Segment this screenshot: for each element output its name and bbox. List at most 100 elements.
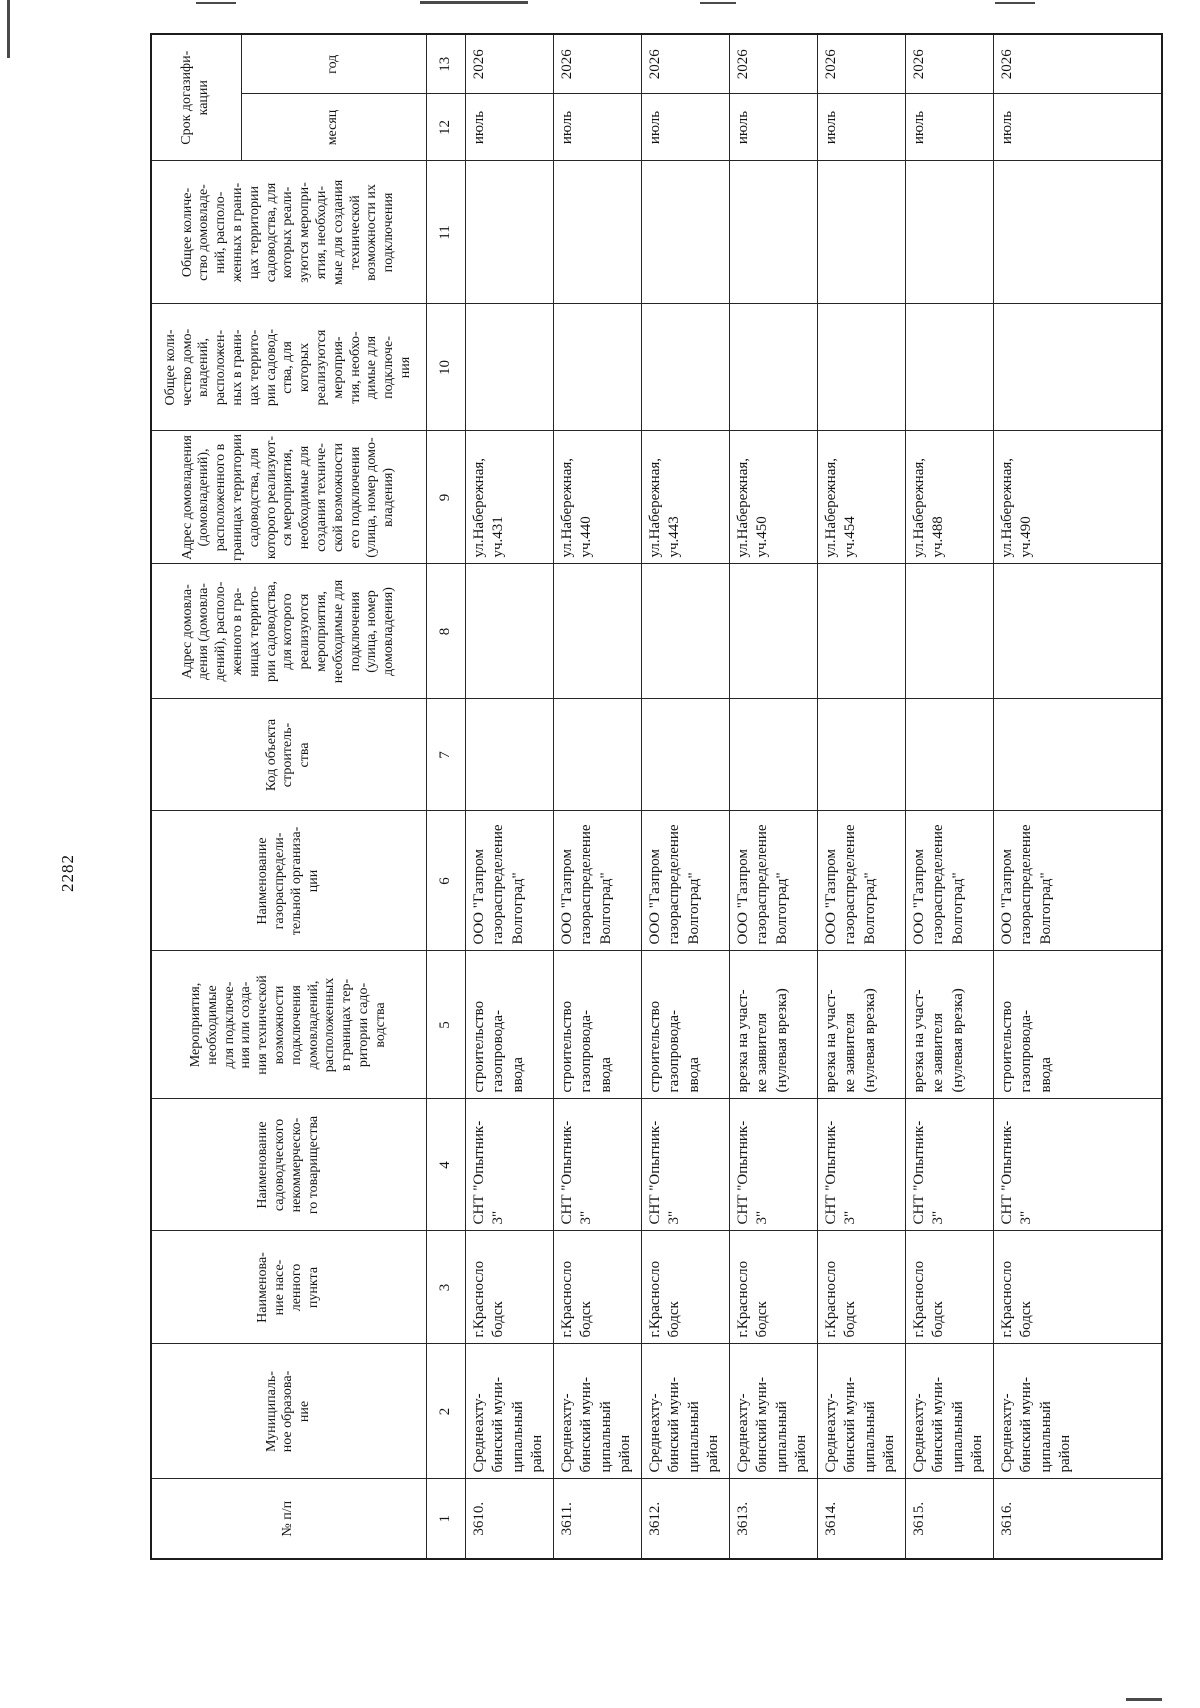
cell-row-number: 3613.	[729, 1479, 817, 1559]
col-header-object-code: Код объекта строитель- ства	[151, 699, 426, 811]
cell-measure: строительство газопровода- ввода	[465, 951, 553, 1099]
col-header-year: год	[241, 34, 426, 94]
table-row: 3613. Среднеахту- бинский муни- ципальный…	[729, 34, 817, 1559]
cell-count-tech-possibility	[905, 161, 993, 304]
column-number: 13	[426, 34, 465, 94]
cell-term-month: июль	[553, 94, 641, 161]
column-numbering-row: 1 2 3 4 5 6 7 8 9 10 11 12 13	[426, 34, 465, 1559]
cell-settlement: г.Красносло бодск	[465, 1231, 553, 1344]
column-number: 12	[426, 94, 465, 161]
col-header-month: месяц	[241, 94, 426, 161]
col-header-address-connection: Адрес домовла- дения (домовла- дений), р…	[151, 564, 426, 699]
cell-term-month: июль	[465, 94, 553, 161]
cell-address-tech-possibility: ул.Набережная, уч.431	[465, 431, 553, 564]
col-header-settlement: Наименова- ние насе- ленного пункта	[151, 1231, 426, 1344]
cell-gro-name: ООО "Газпром газораспределение Волгоград…	[993, 811, 1162, 951]
col-header-municipality: Муниципаль- ное образова- ние	[151, 1344, 426, 1479]
cell-snt-name: СНТ "Опытник- 3"	[465, 1099, 553, 1231]
table-row: 3611. Среднеахту- бинский муни- ципальный…	[553, 34, 641, 1559]
cell-municipality: Среднеахту- бинский муни- ципальный райо…	[905, 1344, 993, 1479]
cell-term-year: 2026	[905, 34, 993, 94]
cell-count-connection	[465, 304, 553, 431]
cell-settlement: г.Красносло бодск	[817, 1231, 905, 1344]
cell-count-tech-possibility	[641, 161, 729, 304]
cell-gro-name: ООО "Газпром газораспределение Волгоград…	[729, 811, 817, 951]
column-number: 10	[426, 304, 465, 431]
col-header-count-connection: Общее коли- чество домо- владений, распо…	[151, 304, 426, 431]
cell-count-connection	[553, 304, 641, 431]
cell-gro-name: ООО "Газпром газораспределение Волгоград…	[553, 811, 641, 951]
cell-snt-name: СНТ "Опытник- 3"	[993, 1099, 1162, 1231]
cell-count-tech-possibility	[465, 161, 553, 304]
cell-snt-name: СНТ "Опытник- 3"	[905, 1099, 993, 1231]
cell-address-connection	[817, 564, 905, 699]
cell-object-code	[817, 699, 905, 811]
cell-row-number: 3615.	[905, 1479, 993, 1559]
cell-address-tech-possibility: ул.Набережная, уч.490	[993, 431, 1162, 564]
cell-measure: строительство газопровода- ввода	[641, 951, 729, 1099]
cell-address-connection	[905, 564, 993, 699]
cell-measure: строительство газопровода- ввода	[993, 951, 1162, 1099]
column-number: 11	[426, 161, 465, 304]
cell-address-connection	[729, 564, 817, 699]
cell-measure: врезка на участ- ке заявителя (нулевая в…	[905, 951, 993, 1099]
cell-term-month: июль	[641, 94, 729, 161]
cell-municipality: Среднеахту- бинский муни- ципальный райо…	[993, 1344, 1162, 1479]
column-number: 1	[426, 1479, 465, 1559]
cell-term-year: 2026	[641, 34, 729, 94]
cell-object-code	[905, 699, 993, 811]
cell-gro-name: ООО "Газпром газораспределение Волгоград…	[465, 811, 553, 951]
cell-settlement: г.Красносло бодск	[641, 1231, 729, 1344]
cell-term-month: июль	[817, 94, 905, 161]
table-row: 3614. Среднеахту- бинский муни- ципальный…	[817, 34, 905, 1559]
cell-snt-name: СНТ "Опытник- 3"	[553, 1099, 641, 1231]
cell-address-tech-possibility: ул.Набережная, уч.450	[729, 431, 817, 564]
col-header-gro-name: Наименование газораспредели- тельной орг…	[151, 811, 426, 951]
scan-artifact	[995, 2, 1035, 4]
cell-measure: врезка на участ- ке заявителя (нулевая в…	[729, 951, 817, 1099]
cell-count-tech-possibility	[553, 161, 641, 304]
cell-row-number: 3611.	[553, 1479, 641, 1559]
column-number: 3	[426, 1231, 465, 1344]
table-row: 3616. Среднеахту- бинский муни- ципальный…	[993, 34, 1162, 1559]
cell-snt-name: СНТ "Опытник- 3"	[729, 1099, 817, 1231]
cell-term-year: 2026	[553, 34, 641, 94]
cell-municipality: Среднеахту- бинский муни- ципальный райо…	[553, 1344, 641, 1479]
cell-settlement: г.Красносло бодск	[729, 1231, 817, 1344]
cell-term-month: июль	[905, 94, 993, 161]
cell-object-code	[993, 699, 1162, 811]
cell-object-code	[465, 699, 553, 811]
col-header-address-tech-possibility: Адрес домовладения (домовладений), распо…	[151, 431, 426, 564]
cell-gro-name: ООО "Газпром газораспределение Волгоград…	[641, 811, 729, 951]
col-header-count-tech-possibility: Общее количе- ство домовладе- ний, распо…	[151, 161, 426, 304]
cell-object-code	[553, 699, 641, 811]
cell-term-year: 2026	[993, 34, 1162, 94]
col-header-measures: Мероприятия, необходимые для подключе- н…	[151, 951, 426, 1099]
table-row: 3610. Среднеахту- бинский муни- ципальный…	[465, 34, 553, 1559]
gasification-schedule-table: № п/п Муниципаль- ное образова- ние Наим…	[150, 33, 1163, 1560]
col-header-snt-name: Наименование садоводческого некоммерческ…	[151, 1099, 426, 1231]
cell-count-connection	[993, 304, 1162, 431]
column-number: 4	[426, 1099, 465, 1231]
cell-municipality: Среднеахту- бинский муни- ципальный райо…	[817, 1344, 905, 1479]
cell-municipality: Среднеахту- бинский муни- ципальный райо…	[729, 1344, 817, 1479]
cell-count-tech-possibility	[993, 161, 1162, 304]
scan-artifact	[700, 2, 736, 4]
col-header-row-number: № п/п	[151, 1479, 426, 1559]
cell-term-month: июль	[729, 94, 817, 161]
page-number: 2282	[58, 854, 77, 892]
column-number: 2	[426, 1344, 465, 1479]
cell-address-connection	[465, 564, 553, 699]
cell-count-tech-possibility	[729, 161, 817, 304]
cell-term-year: 2026	[729, 34, 817, 94]
cell-row-number: 3616.	[993, 1479, 1162, 1559]
column-number: 5	[426, 951, 465, 1099]
scan-artifact	[196, 2, 236, 4]
column-number: 9	[426, 431, 465, 564]
cell-object-code	[641, 699, 729, 811]
cell-snt-name: СНТ "Опытник- 3"	[817, 1099, 905, 1231]
cell-address-connection	[553, 564, 641, 699]
cell-measure: врезка на участ- ке заявителя (нулевая в…	[817, 951, 905, 1099]
